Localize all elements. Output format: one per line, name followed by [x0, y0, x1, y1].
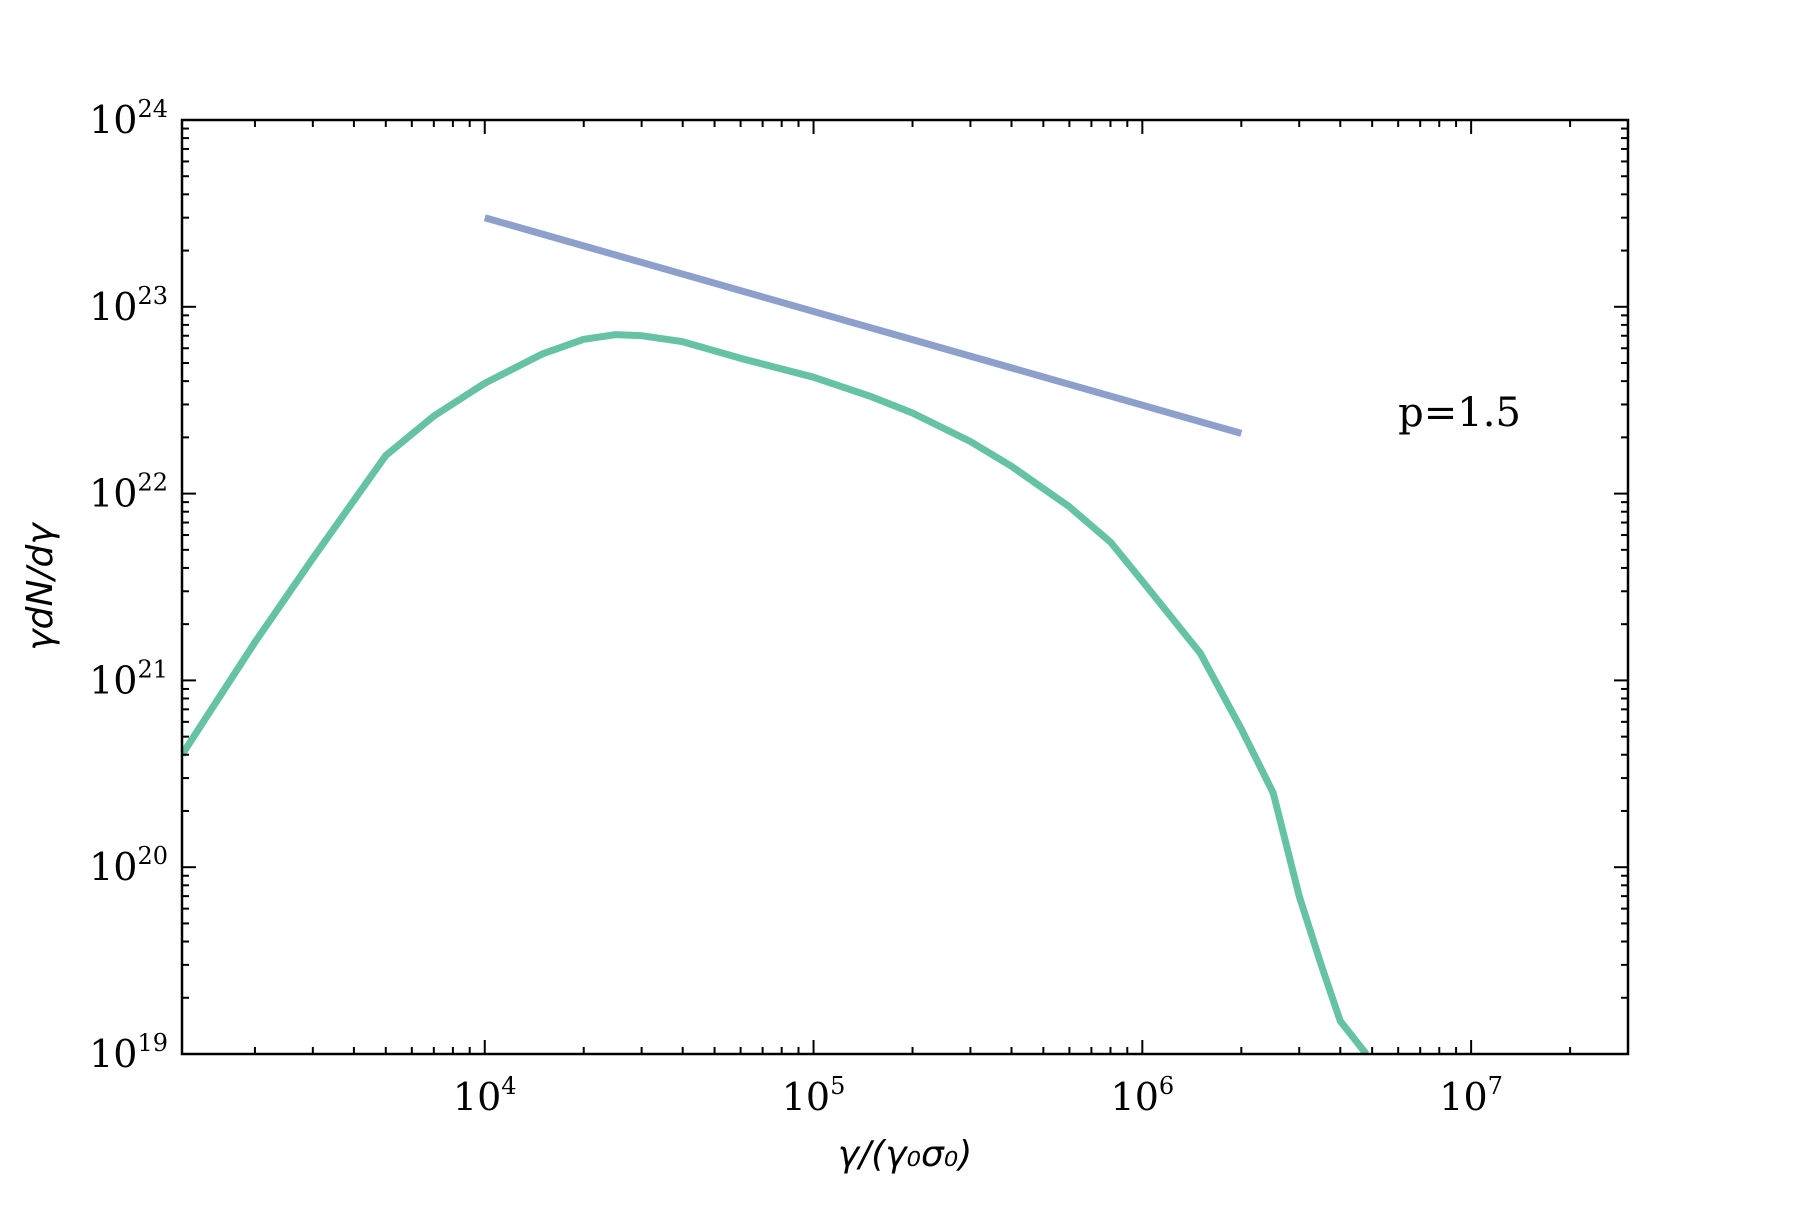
annotation-label: p=1.5 [1398, 390, 1521, 436]
y-tick-label: 1020 [89, 842, 168, 889]
annotation-layer: p=1.5 [1398, 390, 1521, 436]
y-tick-label: 1019 [89, 1029, 168, 1076]
y-tick-label: 1021 [89, 655, 168, 702]
y-tick-label: 1024 [89, 95, 168, 142]
x-tick-label: 105 [782, 1072, 846, 1119]
tick-label-layer: 104 105 106 107 1019 1020 1021 1022 1023 1024 [89, 95, 1503, 1119]
y-axis-label: γdN/dγ [20, 522, 61, 651]
series-layer [182, 214, 1370, 1054]
series-line-2 [483, 214, 1243, 437]
x-axis-label: γ/(γ₀σ₀) [838, 1134, 973, 1175]
plot-frame [180, 118, 1630, 1056]
x-tick-label: 104 [453, 1072, 517, 1119]
y-tick-label: 1022 [89, 469, 168, 516]
x-tick-label: 106 [1111, 1072, 1175, 1119]
series-line-1 [182, 331, 1370, 1054]
y-tick-label: 1023 [89, 282, 168, 329]
x-tick-label: 107 [1439, 1072, 1503, 1119]
tick-layer [182, 119, 1629, 1055]
